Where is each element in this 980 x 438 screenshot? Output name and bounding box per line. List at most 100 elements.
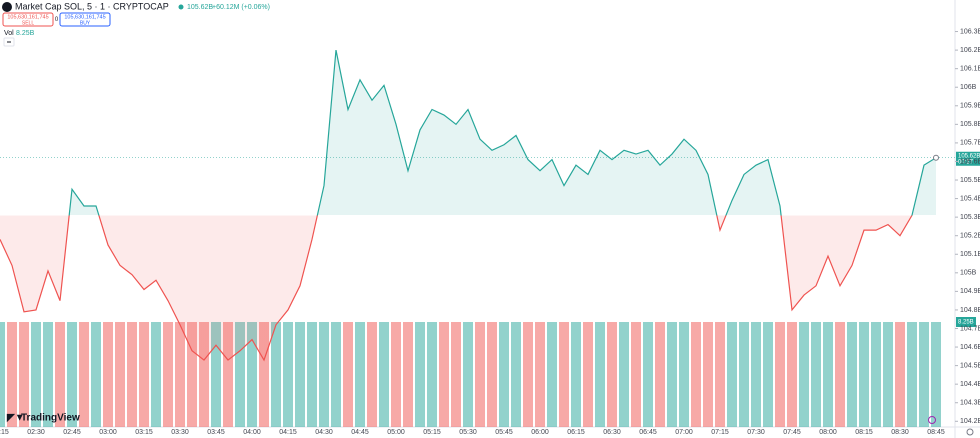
volume-bar bbox=[223, 322, 233, 427]
price-tag-label: 105.62B bbox=[958, 153, 980, 159]
sell-button[interactable] bbox=[2, 12, 54, 27]
volume-bar bbox=[523, 322, 533, 427]
event-marker[interactable] bbox=[928, 416, 936, 424]
y-tick-label: 105.1B bbox=[960, 251, 980, 258]
spread: 0 bbox=[55, 17, 59, 23]
x-tick-label: 06:15 bbox=[567, 429, 585, 436]
volume-bar bbox=[235, 322, 245, 427]
volume-bar bbox=[883, 322, 893, 427]
y-tick-label: 104.6B bbox=[960, 344, 980, 351]
volume-bar bbox=[19, 322, 29, 427]
volume-bar bbox=[487, 322, 497, 427]
volume-bar bbox=[691, 322, 701, 427]
volume-bar bbox=[535, 322, 545, 427]
baseline-area bbox=[0, 50, 936, 361]
volume-bar bbox=[859, 322, 869, 427]
volume-bar bbox=[55, 322, 65, 427]
brand-logo: ◤▼ bbox=[6, 413, 25, 424]
volume-bar bbox=[211, 322, 221, 427]
volume-bar bbox=[31, 322, 41, 427]
volume-bar bbox=[67, 322, 77, 427]
volume-bar bbox=[127, 322, 137, 427]
y-tick-label: 105.6B bbox=[960, 158, 980, 165]
x-tick-label: 08:30 bbox=[891, 429, 909, 436]
x-tick-label: 03:00 bbox=[99, 429, 117, 436]
volume-bar bbox=[559, 322, 569, 427]
x-tick-label: 07:15 bbox=[711, 429, 729, 436]
volume-bar bbox=[907, 322, 917, 427]
volume-bar bbox=[151, 322, 161, 427]
price-line bbox=[0, 49, 937, 362]
volume-bar bbox=[187, 322, 197, 427]
volume-bar bbox=[91, 322, 101, 427]
volume-bar bbox=[835, 322, 845, 427]
y-tick-label: 106.1B bbox=[960, 66, 980, 73]
volume-bar bbox=[295, 322, 305, 427]
volume-bar bbox=[583, 322, 593, 427]
volume-bar bbox=[919, 322, 929, 427]
y-tick-label: 106B bbox=[960, 84, 977, 91]
x-tick-label: 04:30 bbox=[315, 429, 333, 436]
volume-bar bbox=[595, 322, 605, 427]
volume-bar bbox=[931, 322, 941, 427]
volume-bar bbox=[823, 322, 833, 427]
volume-bar bbox=[847, 322, 857, 427]
volume-bar bbox=[667, 322, 677, 427]
volume-bar bbox=[619, 322, 629, 427]
volume-bar bbox=[103, 322, 113, 427]
volume-bar bbox=[475, 322, 485, 427]
volume-bar bbox=[403, 322, 413, 427]
x-tick-label: 03:15 bbox=[135, 429, 153, 436]
volume-bar bbox=[547, 322, 557, 427]
volume-bar bbox=[175, 322, 185, 427]
volume-bar bbox=[307, 322, 317, 427]
settings-button[interactable] bbox=[966, 428, 974, 436]
volume-bar bbox=[115, 322, 125, 427]
volume-bar bbox=[895, 322, 905, 427]
volume-bar bbox=[391, 322, 401, 427]
volume-bar bbox=[259, 322, 269, 427]
y-tick-label: 105.4B bbox=[960, 195, 980, 202]
volume-bar bbox=[655, 322, 665, 427]
buy-price: 105,630,161,745 bbox=[64, 14, 105, 20]
volume-bar bbox=[631, 322, 641, 427]
volume-bar bbox=[751, 322, 761, 427]
volume-bar bbox=[727, 322, 737, 427]
x-tick-label: 08:15 bbox=[855, 429, 873, 436]
header-value: 105.62B bbox=[187, 4, 213, 11]
x-tick-label: 05:15 bbox=[423, 429, 441, 436]
volume-bar bbox=[499, 322, 509, 427]
x-tick-label: 02:45 bbox=[63, 429, 81, 436]
volume-bar bbox=[331, 322, 341, 427]
volume-bar bbox=[79, 322, 89, 427]
x-tick-label: 02:15 bbox=[0, 429, 9, 436]
y-tick-label: 104.3B bbox=[960, 400, 980, 407]
countdown: 00:17 bbox=[958, 159, 974, 165]
volume-tag bbox=[956, 317, 976, 327]
volume-bar bbox=[439, 322, 449, 427]
y-tick-label: 104.9B bbox=[960, 288, 980, 295]
buy-button[interactable] bbox=[59, 12, 111, 27]
y-tick-label: 105.5B bbox=[960, 177, 980, 184]
volume-bar bbox=[763, 322, 773, 427]
volume-bar bbox=[739, 322, 749, 427]
price-tag bbox=[956, 151, 980, 166]
y-tick-label: 104.5B bbox=[960, 362, 980, 369]
y-tick-label: 105.3B bbox=[960, 214, 980, 221]
y-tick-label: 105.2B bbox=[960, 233, 980, 240]
volume-bar bbox=[571, 322, 581, 427]
volume-bar bbox=[427, 322, 437, 427]
y-tick-label: 104.8B bbox=[960, 307, 980, 314]
header-change: +60.12M (+0.06%) bbox=[212, 4, 270, 11]
volume-bar bbox=[871, 322, 881, 427]
volume-bar bbox=[7, 322, 17, 427]
volume-bar bbox=[451, 322, 461, 427]
y-tick-label: 104.4B bbox=[960, 381, 980, 388]
symbol-icon bbox=[2, 2, 12, 12]
volume-bar bbox=[679, 322, 689, 427]
volume-bar bbox=[139, 322, 149, 427]
x-tick-label: 04:45 bbox=[351, 429, 369, 436]
volume-bar bbox=[319, 322, 329, 427]
x-tick-label: 05:45 bbox=[495, 429, 513, 436]
